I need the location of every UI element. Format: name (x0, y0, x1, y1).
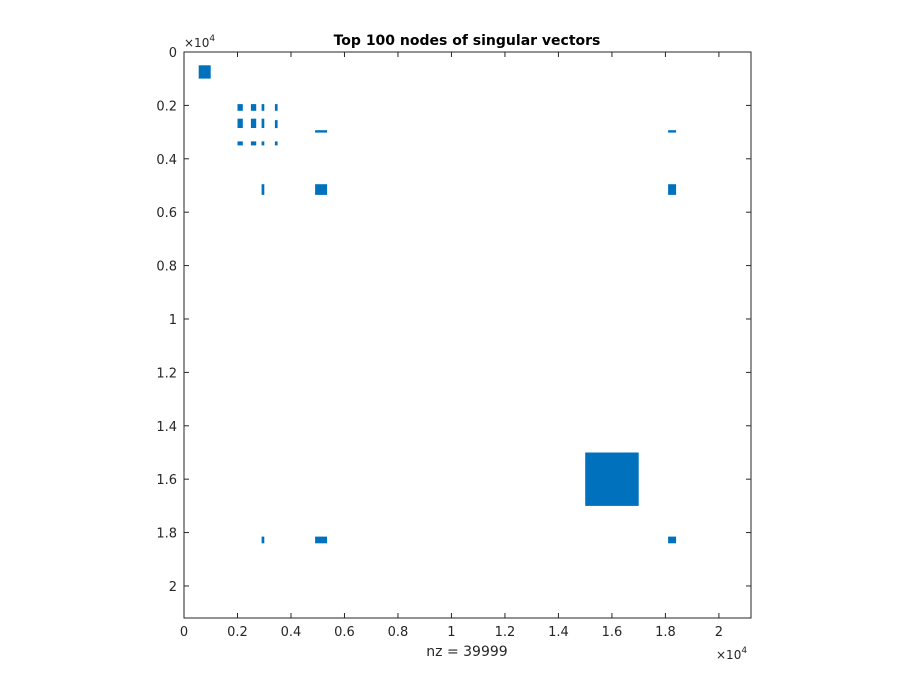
nonzero-markers (198, 65, 677, 544)
y-tick-label: 0.6 (156, 206, 177, 221)
nonzero-cluster-16 (668, 130, 677, 133)
nonzero-cluster-22 (668, 536, 677, 544)
nonzero-cluster-17 (261, 184, 265, 195)
y-tick-label: 1.2 (156, 366, 177, 381)
x-axis-label: nz = 39999 (426, 644, 507, 660)
y-tick-label: 1.4 (156, 420, 177, 435)
y-tick-label: 1.8 (156, 527, 177, 542)
x-tick-label: 1 (447, 625, 455, 640)
nonzero-cluster-4 (237, 118, 243, 128)
nonzero-cluster-2 (585, 452, 639, 506)
x-multiplier-base: ×10 (716, 648, 741, 662)
nonzero-cluster-7 (250, 118, 257, 128)
chart-title: Top 100 nodes of singular vectors (334, 33, 601, 49)
x-axis: 0 0.2 0.4 0.6 0.8 1 1.2 1.4 1.6 1.8 2 (180, 52, 723, 640)
y-tick-label: 0.4 (156, 153, 177, 168)
x-tick-label: 0 (180, 625, 188, 640)
x-tick-label: 1.2 (495, 625, 516, 640)
x-tick-label: 0.4 (281, 625, 302, 640)
y-axis: 0 0.2 0.4 0.6 0.8 1 1.2 1.4 1.6 1.8 2 (156, 46, 751, 595)
y-tick-label: 2 (169, 580, 177, 595)
nonzero-cluster-10 (261, 118, 265, 128)
y-multiplier-base: ×10 (184, 36, 209, 50)
x-tick-label: 2 (715, 625, 723, 640)
y-tick-label: 1.6 (156, 473, 177, 488)
nonzero-cluster-8 (250, 141, 257, 146)
x-tick-label: 0.8 (388, 625, 409, 640)
y-tick-label: 0 (169, 46, 177, 61)
nonzero-cluster-11 (261, 141, 265, 146)
nonzero-cluster-15 (315, 130, 328, 133)
nonzero-cluster-19 (668, 184, 677, 195)
x-tick-label: 0.6 (334, 625, 355, 640)
nonzero-cluster-1 (198, 65, 211, 79)
y-tick-label: 0.8 (156, 260, 177, 275)
x-tick-label: 1.6 (602, 625, 623, 640)
nonzero-cluster-21 (315, 536, 328, 544)
nonzero-cluster-14 (274, 141, 278, 146)
nonzero-cluster-5 (237, 141, 243, 146)
y-tick-label: 0.2 (156, 99, 177, 114)
y-tick-label: 1 (169, 313, 177, 328)
nonzero-cluster-20 (261, 536, 265, 544)
y-multiplier-exponent: 4 (209, 34, 215, 44)
axes-box (183, 51, 752, 619)
x-tick-label: 1.4 (548, 625, 569, 640)
nonzero-cluster-18 (315, 184, 328, 195)
y-axis-multiplier: ×104 (184, 34, 215, 50)
x-tick-label: 0.2 (227, 625, 248, 640)
nonzero-cluster-13 (274, 120, 278, 129)
nonzero-cluster-6 (250, 104, 257, 111)
nonzero-cluster-9 (261, 104, 265, 111)
axes-background (184, 52, 751, 618)
x-multiplier-exponent: 4 (741, 646, 747, 656)
x-axis-multiplier: ×104 (716, 646, 747, 662)
nonzero-cluster-3 (237, 104, 243, 111)
x-tick-label: 1.8 (655, 625, 676, 640)
nonzero-cluster-12 (274, 104, 278, 111)
